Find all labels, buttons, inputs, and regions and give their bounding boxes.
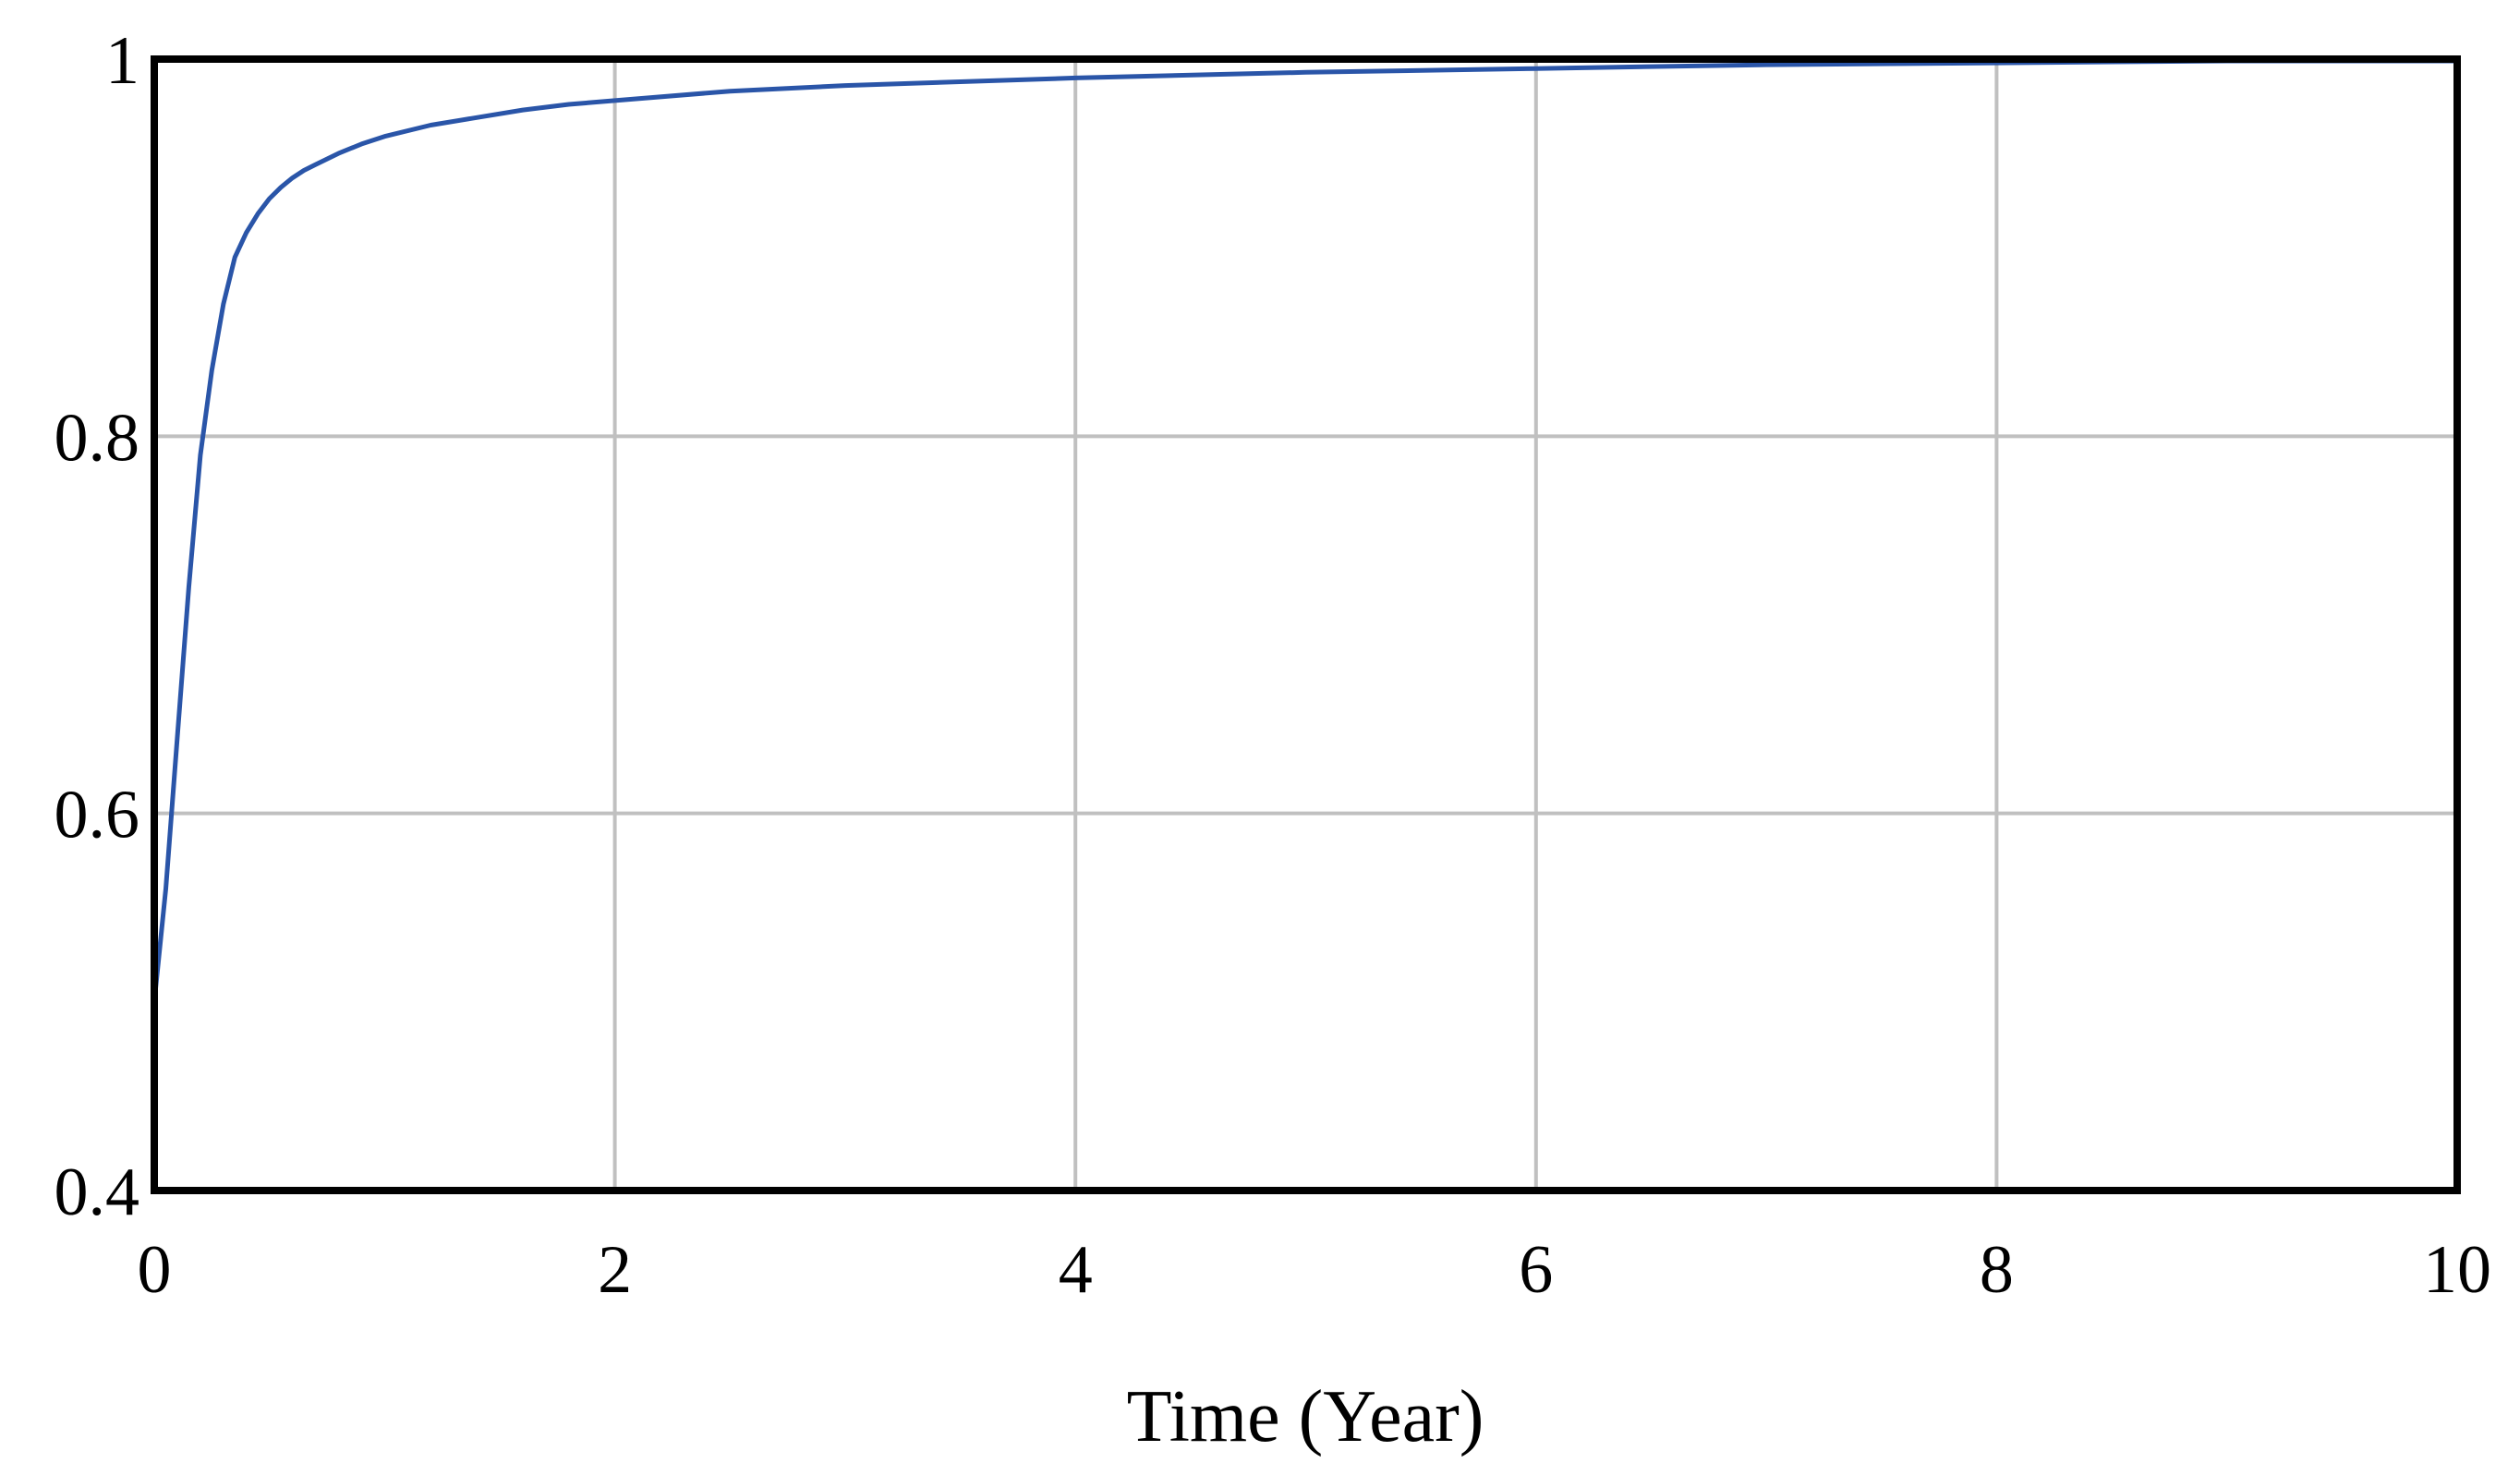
x-tick-label: 10 [2423, 1232, 2491, 1308]
grid [154, 59, 2457, 1191]
y-tick-label: 0.8 [55, 400, 140, 476]
y-axis-ticks: 0.4 0.6 0.8 1 [55, 23, 140, 1230]
y-tick-label: 0.4 [55, 1155, 140, 1230]
plot-frame [151, 55, 2461, 1194]
x-axis-title: Time (Year) [1127, 1376, 1484, 1457]
x-tick-label: 8 [1980, 1232, 2014, 1308]
x-tick-label: 2 [598, 1232, 632, 1308]
x-tick-label: 6 [1519, 1232, 1553, 1308]
y-tick-label: 1 [105, 23, 139, 99]
x-tick-label: 4 [1059, 1232, 1093, 1308]
y-tick-label: 0.6 [55, 778, 140, 853]
x-tick-label: 0 [138, 1232, 172, 1308]
series-layer [151, 58, 2460, 1005]
x-axis-ticks: 0 2 4 6 8 10 [138, 1232, 2492, 1308]
series-line [151, 58, 2460, 1005]
